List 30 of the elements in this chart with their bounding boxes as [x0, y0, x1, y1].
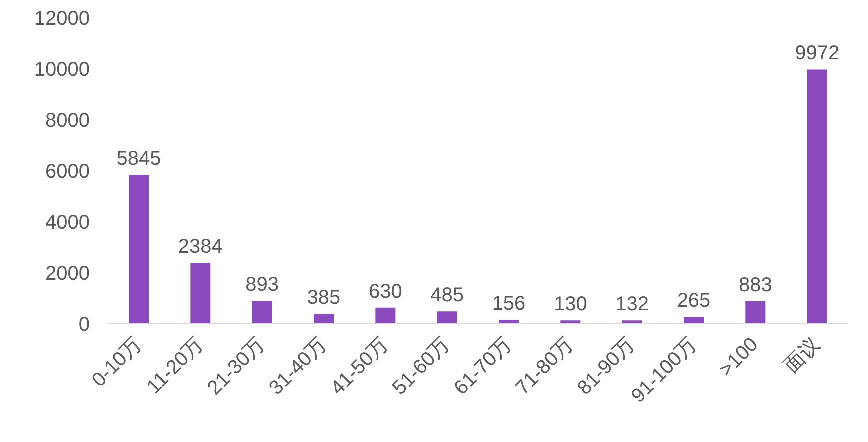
- y-tick-label: 6000: [46, 161, 90, 184]
- data-label: 265: [677, 290, 711, 312]
- data-label: 385: [307, 287, 341, 310]
- bar: [746, 301, 766, 324]
- data-label: 5845: [116, 148, 162, 170]
- data-label: 893: [246, 274, 280, 296]
- data-label: 630: [368, 280, 402, 303]
- bar: [252, 301, 272, 324]
- data-label: 883: [738, 274, 772, 296]
- y-tick-label: 2000: [46, 263, 90, 286]
- data-label: 485: [430, 284, 464, 307]
- bar: [437, 312, 458, 324]
- bar: [560, 320, 581, 324]
- bar: [190, 263, 211, 324]
- y-tick-label: 4000: [46, 212, 90, 234]
- bar: [684, 317, 704, 324]
- x-tick-label: 面议: [780, 334, 824, 378]
- y-tick-label: 0: [78, 314, 90, 336]
- data-label: 130: [554, 294, 588, 316]
- bar: [129, 174, 149, 324]
- y-tick-label: 12000: [34, 8, 90, 30]
- y-tick-label: 10000: [34, 59, 90, 82]
- data-label: 2384: [178, 236, 223, 258]
- data-label: 9972: [795, 42, 840, 65]
- data-label: 156: [492, 293, 526, 316]
- data-label: 132: [616, 294, 650, 316]
- bar: [807, 70, 828, 324]
- bar: [376, 308, 396, 324]
- y-tick-label: 8000: [46, 110, 90, 132]
- bar: [314, 314, 334, 324]
